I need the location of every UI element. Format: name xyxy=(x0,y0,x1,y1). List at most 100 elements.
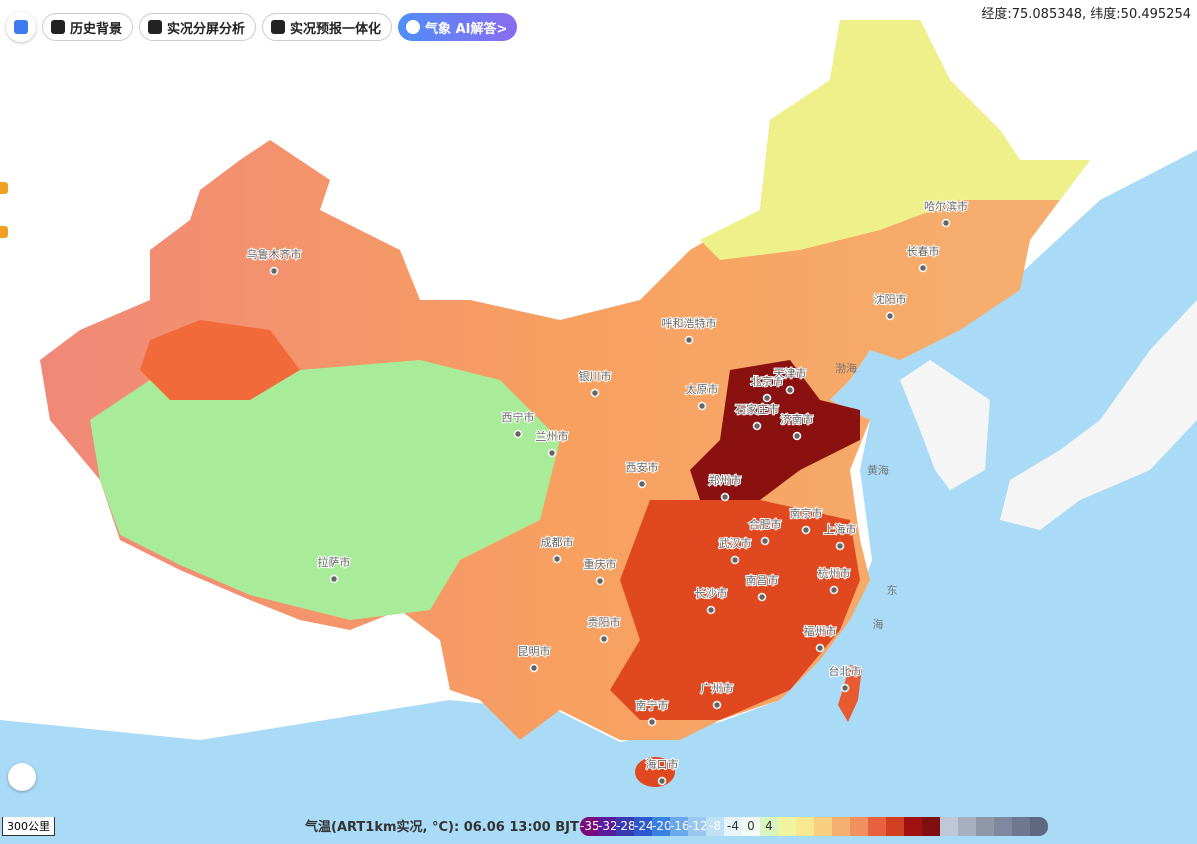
legend-swatch xyxy=(1030,817,1048,836)
legend-swatch xyxy=(922,817,940,836)
city-label: 长春市 xyxy=(907,244,940,258)
city-marker xyxy=(918,263,928,273)
side-tab[interactable] xyxy=(0,226,8,238)
tibet-zone xyxy=(90,360,560,620)
city-marker xyxy=(269,266,279,276)
city-marker xyxy=(647,717,657,727)
city-label: 银川市 xyxy=(579,369,612,383)
button-label: 气象 AI解答> xyxy=(425,21,508,37)
legend-label: -35 xyxy=(580,817,600,836)
city-label: 台北市 xyxy=(829,664,862,678)
button-group: 历史背景 实况分屏分析 实况预报一体化 气象 AI解答> xyxy=(42,13,518,41)
city-marker xyxy=(762,393,772,403)
city-marker xyxy=(720,492,730,502)
city-label: 石家庄市 xyxy=(735,402,779,416)
side-tab[interactable] xyxy=(0,182,8,194)
legend-label: 0 xyxy=(742,817,760,836)
legend-label: -32 xyxy=(598,817,618,836)
city-marker xyxy=(785,385,795,395)
legend-label: -28 xyxy=(616,817,636,836)
sea-label: 渤海 xyxy=(835,361,857,375)
legend-label: 4 xyxy=(760,817,778,836)
button-label: 实况预报一体化 xyxy=(290,21,382,37)
city-marker xyxy=(829,585,839,595)
legend-label: -20 xyxy=(652,817,672,836)
city-marker xyxy=(590,388,600,398)
north-plain-hot xyxy=(690,360,860,500)
toolbar-button[interactable]: 实况预报一体化 xyxy=(262,13,393,41)
city-marker xyxy=(941,218,951,228)
city-label: 呼和浩特市 xyxy=(662,316,717,330)
city-marker xyxy=(760,536,770,546)
toolbar-button[interactable]: 实况分屏分析 xyxy=(139,13,257,41)
city-label: 杭州市 xyxy=(818,566,851,580)
city-marker xyxy=(792,431,802,441)
legend-label: -16 xyxy=(670,817,690,836)
xinjiang-hot xyxy=(140,320,300,400)
city-label: 乌鲁木齐市 xyxy=(247,247,302,261)
sea-label: 东 xyxy=(887,584,898,597)
legend-swatch xyxy=(814,817,832,836)
legend-swatch xyxy=(904,817,922,836)
city-marker xyxy=(657,776,667,786)
button-label: 实况分屏分析 xyxy=(167,21,246,37)
menu-button[interactable] xyxy=(6,12,36,42)
city-marker xyxy=(513,429,523,439)
city-marker xyxy=(552,554,562,564)
city-label: 合肥市 xyxy=(749,517,782,531)
legend-label: -24 xyxy=(634,817,654,836)
sea-label: 黄海 xyxy=(867,463,889,477)
city-label: 海口市 xyxy=(646,757,679,771)
legend: -35 -32 -28 -24 -20 -16 -12 -8 -4 0 4 xyxy=(580,817,1048,836)
city-label: 沈阳市 xyxy=(874,292,907,306)
sea xyxy=(0,150,1197,844)
city-marker xyxy=(885,311,895,321)
city-label: 济南市 xyxy=(781,412,814,426)
city-label: 长沙市 xyxy=(695,586,728,600)
legend-swatch xyxy=(994,817,1012,836)
button-icon xyxy=(271,20,286,34)
toolbar: 历史背景 实况分屏分析 实况预报一体化 气象 AI解答> xyxy=(6,12,518,42)
legend-swatch xyxy=(958,817,976,836)
scale-bar: 300公里 xyxy=(2,817,55,836)
city-label: 拉萨市 xyxy=(318,555,351,569)
city-label: 西安市 xyxy=(626,460,659,474)
legend-swatch xyxy=(778,817,796,836)
button-icon xyxy=(148,20,163,34)
city-marker xyxy=(697,401,707,411)
city-marker xyxy=(637,479,647,489)
legend-swatch xyxy=(868,817,886,836)
legend-swatch xyxy=(940,817,958,836)
toolbar-button[interactable]: 历史背景 xyxy=(42,13,134,41)
city-marker xyxy=(329,574,339,584)
northeast-zone xyxy=(700,20,1090,260)
toolbar-button[interactable]: 气象 AI解答> xyxy=(398,13,518,41)
city-label: 南昌市 xyxy=(746,573,779,587)
city-label: 武汉市 xyxy=(719,536,752,550)
city-marker xyxy=(595,576,605,586)
city-label: 太原市 xyxy=(686,382,719,396)
city-label: 福州市 xyxy=(804,624,837,638)
button-icon xyxy=(406,20,421,34)
legend-label: -8 xyxy=(706,817,724,836)
city-marker xyxy=(547,448,557,458)
legend-swatch xyxy=(1012,817,1030,836)
city-marker xyxy=(835,541,845,551)
locate-button[interactable] xyxy=(8,763,36,791)
japan xyxy=(1000,300,1197,530)
south-warm xyxy=(610,500,860,720)
city-label: 广州市 xyxy=(701,681,734,695)
korea xyxy=(900,360,990,490)
city-label: 上海市 xyxy=(824,522,857,536)
legend-swatch xyxy=(976,817,994,836)
city-label: 成都市 xyxy=(541,535,574,549)
city-marker xyxy=(599,634,609,644)
city-label: 昆明市 xyxy=(518,644,551,658)
city-label: 南京市 xyxy=(790,506,823,520)
city-label: 重庆市 xyxy=(584,557,617,571)
legend-swatch xyxy=(850,817,868,836)
city-marker xyxy=(757,592,767,602)
button-icon xyxy=(51,20,65,34)
